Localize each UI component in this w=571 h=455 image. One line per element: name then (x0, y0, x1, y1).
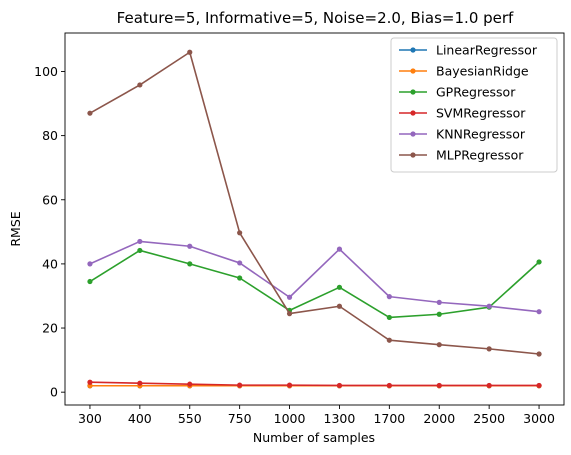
data-point-KNNRegressor-1700 (386, 294, 392, 300)
data-point-KNNRegressor-3000 (536, 309, 542, 315)
legend-label: GPRegressor (436, 85, 516, 100)
data-point-SVMRegressor-3000 (536, 382, 542, 389)
data-point-SVMRegressor-2000 (436, 382, 442, 389)
data-point-SVMRegressor-1300 (336, 382, 343, 389)
legend-entry-KNNRegressor: KNNRegressor (399, 127, 526, 142)
data-point-KNNRegressor-1300 (336, 246, 343, 252)
x-axis-label: Number of samples (253, 430, 375, 445)
legend-box (390, 37, 558, 173)
data-point-MLPRegressor-3000 (536, 351, 542, 357)
y-axis-label: RMSE (8, 211, 23, 246)
legend-swatch-marker (410, 89, 416, 95)
series-MLPRegressor (87, 49, 542, 357)
chart-title: Feature=5, Informative=5, Noise=2.0, Bia… (117, 9, 514, 27)
data-point-GPRegressor-2000 (436, 311, 442, 317)
data-point-SVMRegressor-1000 (286, 382, 293, 388)
data-point-MLPRegressor-300 (87, 110, 93, 116)
data-point-KNNRegressor-550 (187, 243, 193, 249)
data-point-KNNRegressor-300 (87, 261, 93, 267)
data-point-MLPRegressor-400 (137, 82, 143, 88)
data-point-KNNRegressor-1000 (286, 294, 293, 300)
data-point-SVMRegressor-550 (187, 381, 193, 387)
axes-frame (64, 32, 565, 406)
data-point-SVMRegressor-400 (137, 380, 143, 386)
data-point-SVMRegressor-2500 (486, 382, 492, 389)
legend-swatch-marker (410, 152, 416, 158)
legend-entry-SVMRegressor: SVMRegressor (399, 106, 526, 121)
y-tick-label: 40 (42, 256, 58, 271)
series-KNNRegressor (87, 238, 542, 315)
legend-entry-MLPRegressor: MLPRegressor (399, 148, 524, 163)
plot-area (87, 49, 542, 389)
legend-entry-GPRegressor: GPRegressor (399, 85, 516, 100)
series-line-GPRegressor (89, 249, 540, 319)
x-tick-label: 750 (228, 411, 252, 426)
data-point-MLPRegressor-1300 (336, 303, 343, 309)
x-tick-label: 3000 (523, 411, 555, 426)
legend-label: KNNRegressor (436, 127, 526, 142)
y-tick-label: 0 (50, 385, 58, 400)
data-point-GPRegressor-550 (187, 261, 193, 267)
x-tick-label: 1700 (373, 411, 405, 426)
data-point-KNNRegressor-750 (237, 260, 243, 266)
data-point-GPRegressor-1300 (336, 284, 343, 290)
axes: 300 400 550 750 1000 1300 1700 2000 2500 3000 0 20 4… (34, 32, 565, 426)
x-tick-label: 1300 (324, 411, 356, 426)
legend-label: LinearRegressor (436, 43, 538, 58)
data-point-MLPRegressor-1000 (286, 311, 293, 317)
legend-label: SVMRegressor (436, 106, 526, 121)
legend-swatch-marker (410, 47, 416, 53)
x-tick-label: 2000 (423, 411, 455, 426)
y-tick-label: 60 (42, 192, 58, 207)
data-point-KNNRegressor-400 (137, 238, 143, 245)
series-line-SVMRegressor (89, 381, 540, 387)
data-point-MLPRegressor-1700 (386, 337, 392, 343)
y-tick-label: 80 (42, 128, 58, 143)
legend-swatch-marker (410, 68, 416, 74)
data-point-MLPRegressor-2500 (486, 346, 492, 352)
data-point-MLPRegressor-2000 (436, 342, 442, 348)
legend: LinearRegressor BayesianRidge GPRegressor S… (390, 37, 558, 173)
data-point-MLPRegressor-550 (187, 49, 193, 55)
data-point-GPRegressor-750 (237, 275, 243, 281)
data-point-SVMRegressor-750 (237, 382, 243, 388)
legend-label: MLPRegressor (436, 148, 524, 163)
series-line-MLPRegressor (89, 51, 540, 355)
data-point-GPRegressor-3000 (536, 259, 542, 265)
legend-entry-LinearRegressor: LinearRegressor (399, 43, 538, 58)
data-point-GPRegressor-300 (87, 278, 93, 285)
data-point-SVMRegressor-300 (87, 379, 93, 385)
series-line-KNNRegressor (89, 240, 540, 313)
data-point-GPRegressor-1700 (386, 314, 392, 321)
data-point-SVMRegressor-1700 (386, 382, 392, 389)
x-tick-label: 2500 (473, 411, 505, 426)
legend-entry-BayesianRidge: BayesianRidge (399, 64, 529, 79)
y-tick-label: 20 (42, 321, 58, 336)
x-tick-label: 300 (78, 411, 102, 426)
legend-swatch-marker (410, 110, 416, 116)
legend-label: BayesianRidge (436, 64, 529, 79)
data-point-KNNRegressor-2500 (486, 303, 492, 309)
data-point-GPRegressor-400 (137, 247, 143, 254)
y-tick-label: 100 (34, 64, 58, 79)
data-point-KNNRegressor-2000 (436, 299, 442, 305)
x-tick-label: 400 (128, 411, 152, 426)
legend-swatch-marker (410, 131, 416, 137)
series-SVMRegressor (87, 379, 542, 389)
x-tick-label: 1000 (274, 411, 306, 426)
data-point-MLPRegressor-750 (237, 230, 243, 236)
x-tick-label: 550 (178, 411, 202, 426)
